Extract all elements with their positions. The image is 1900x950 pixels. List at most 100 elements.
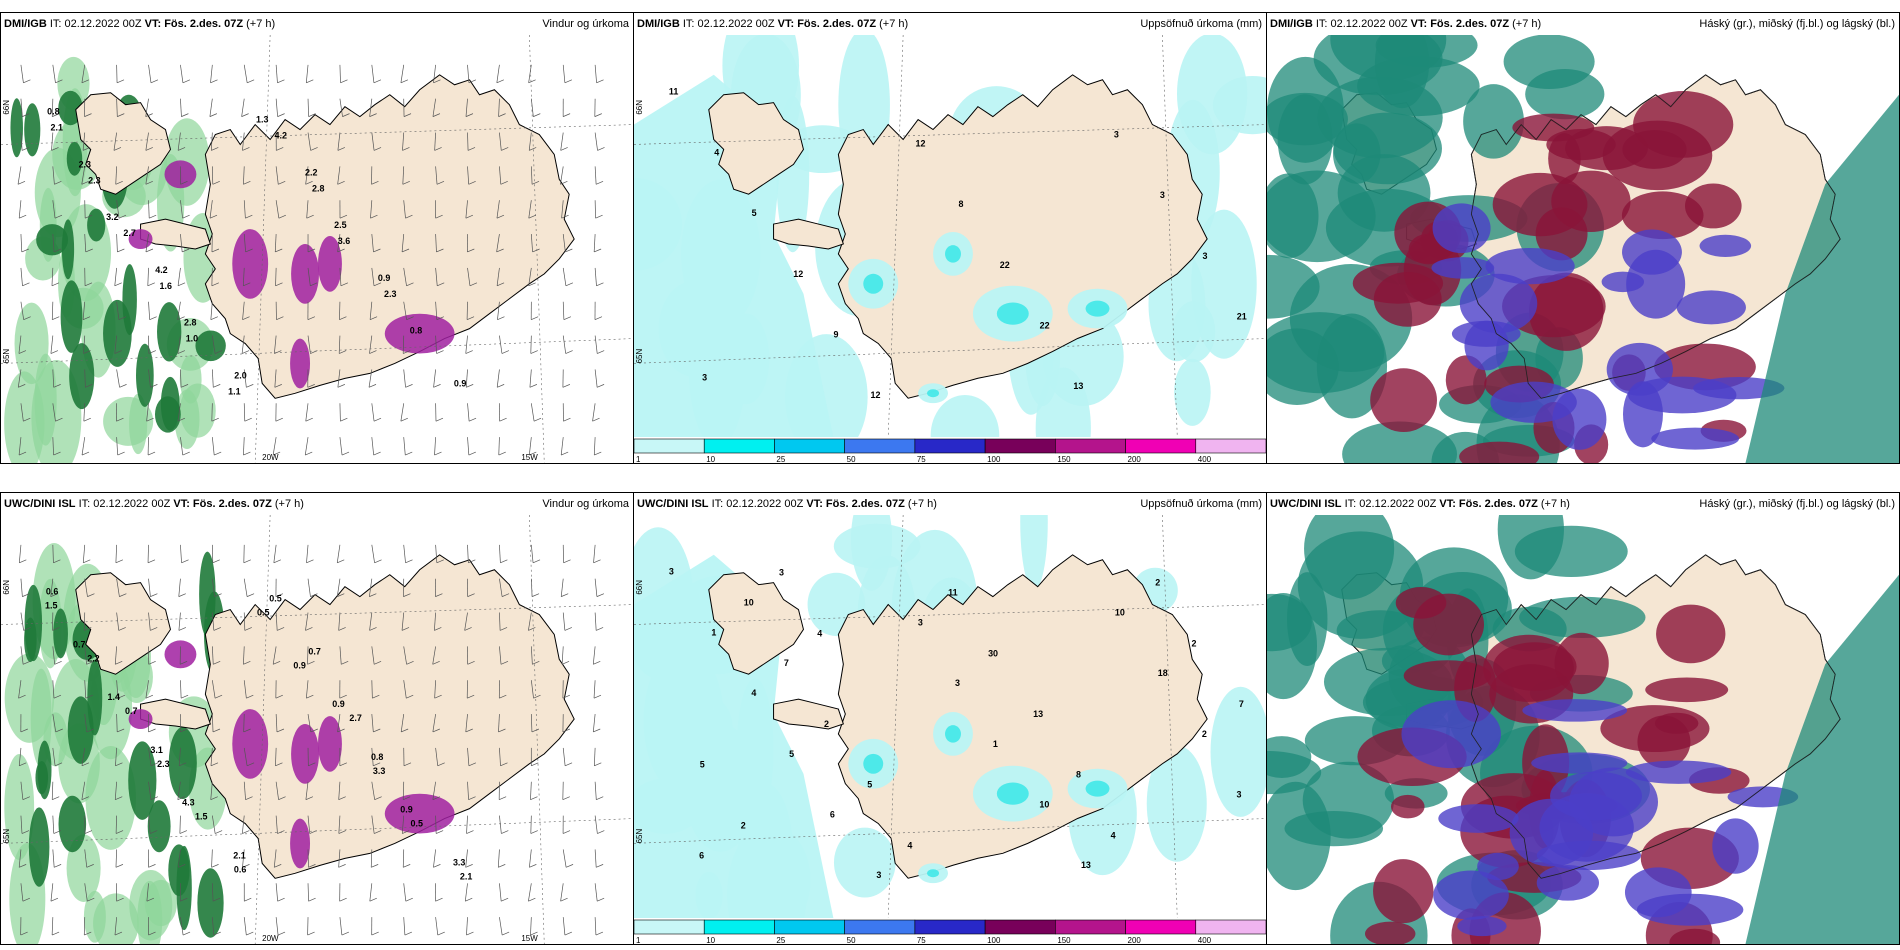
- axis-label: 65N: [2, 349, 11, 364]
- precip-area: [290, 338, 311, 389]
- precip-area: [199, 551, 216, 638]
- init-time: IT: 02.12.2022 00Z: [78, 498, 171, 510]
- colorbar-tick: 150: [1057, 936, 1071, 944]
- map-area: [1267, 35, 1899, 463]
- vt-label: VT:: [806, 498, 823, 510]
- precip-value: 4: [907, 840, 912, 850]
- precip-value: 2.3: [79, 159, 91, 169]
- colorbar-tick: 10: [706, 455, 715, 463]
- precip-value: 2.1: [460, 871, 472, 881]
- product-title: Vindur og úrkoma: [542, 498, 629, 510]
- graticule: [1, 515, 633, 944]
- mid-cloud: [1676, 290, 1746, 325]
- precip-value: 2.7: [349, 713, 361, 723]
- high-cloud: [1302, 761, 1395, 839]
- colorbar-tick: 1: [636, 936, 641, 944]
- precip-area: [232, 709, 269, 779]
- precip-area: [996, 782, 1029, 805]
- high-cloud: [1267, 170, 1376, 263]
- colorbar-tick: 50: [847, 455, 856, 463]
- colorbar-tick: 400: [1198, 455, 1212, 463]
- precip-value: 1.1: [228, 386, 240, 396]
- high-cloud: [1514, 525, 1628, 577]
- colorbar-tick: 25: [776, 455, 785, 463]
- model-name: UWC/DINI ISL: [1270, 498, 1342, 510]
- precip-value: 3.2: [106, 212, 118, 222]
- precip-value: 1.4: [108, 692, 120, 702]
- precip-colorbar: 1 10 25 50 75 100 150 200 400: [634, 437, 1266, 463]
- precip-value: 12: [793, 269, 803, 279]
- low-cloud: [1445, 355, 1487, 405]
- colorbar-swatch: [1195, 438, 1266, 454]
- precip-value: 5: [867, 780, 872, 790]
- precip-value: 7: [784, 658, 789, 668]
- precip-area: [863, 753, 884, 774]
- mid-cloud: [1431, 257, 1495, 279]
- panel-header: UWC/DINI ISL IT: 02.12.2022 00Z VT: Fös.…: [1267, 493, 1899, 515]
- low-cloud: [1685, 183, 1742, 229]
- iceland-landmass: [75, 74, 575, 399]
- colorbar-tick: 150: [1057, 455, 1071, 463]
- precip-value: 3: [1237, 790, 1242, 800]
- low-cloud: [1492, 172, 1588, 237]
- precip-value: 0.9: [378, 273, 390, 283]
- high-cloud-band: [1745, 574, 1899, 944]
- map-area: [1267, 515, 1899, 944]
- precip-value: 2.3: [88, 175, 100, 185]
- precip-value: 2.1: [233, 850, 245, 860]
- precip-value: 0.7: [73, 639, 85, 649]
- precip-value: 1.0: [186, 334, 198, 344]
- axis-labels: 66N 65N 20W 15W: [2, 100, 538, 462]
- precip-value: 3: [1160, 190, 1165, 200]
- precip-colorbar: 1 10 25 50 75 100 150 200 400: [634, 918, 1266, 944]
- precip-value: 0.9: [332, 699, 344, 709]
- mid-cloud: [1438, 804, 1519, 833]
- precip-value: 5: [700, 760, 705, 770]
- product-title: Uppsöfnuð úrkoma (mm): [1140, 498, 1262, 510]
- precip-area: [945, 725, 961, 743]
- precip-value: 9: [833, 330, 838, 340]
- axis-label: 15W: [521, 934, 538, 943]
- high-cloud: [1342, 421, 1458, 463]
- precip-value: 2.2: [305, 167, 317, 177]
- low-cloud: [1512, 113, 1595, 142]
- map-area: 3 1 4 5 6 3 3 3 1 10 13 10 18 2 3 6 10 7 2 5 4 11 30 13 8 4 2 2 7 5 2 3…: [634, 515, 1266, 918]
- cloud-shading: [1267, 515, 1899, 944]
- precip-area: [129, 393, 148, 455]
- graticule: [634, 35, 1266, 437]
- precip-value: 2.7: [123, 228, 135, 238]
- panel-header: DMI/IGB IT: 02.12.2022 00Z VT: Fös. 2.de…: [1267, 13, 1899, 35]
- product-title: Vindur og úrkoma: [542, 18, 629, 30]
- init-time: IT: 02.12.2022 00Z: [1344, 498, 1437, 510]
- valid-time: Fös. 2.des. 07Z: [797, 18, 877, 30]
- precip-value: 12: [870, 390, 880, 400]
- high-cloud-band: [1745, 94, 1899, 463]
- valid-time: Fös. 2.des. 07Z: [164, 18, 244, 30]
- precip-area: [147, 800, 171, 853]
- precip-area: [36, 224, 69, 256]
- precip-area: [384, 313, 455, 354]
- axis-labels: 66N 65N 20W 15W: [2, 580, 538, 943]
- model-name: DMI/IGB: [637, 18, 680, 30]
- precip-value: 0.9: [454, 378, 466, 388]
- precip-area: [128, 709, 153, 730]
- precip-area: [37, 740, 52, 800]
- map-panel-wind-dmi: DMI/IGB IT: 02.12.2022 00Z VT: Fös. 2.de…: [0, 12, 634, 464]
- precip-value: 1.3: [256, 115, 268, 125]
- precip-area: [317, 716, 342, 772]
- mid-cloud: [1625, 760, 1732, 784]
- precip-area: [144, 879, 178, 927]
- precip-value: 2.0: [234, 370, 246, 380]
- mid-cloud: [1651, 427, 1740, 450]
- precip-value: 0.7: [125, 706, 137, 716]
- low-cloud: [1483, 634, 1574, 702]
- precip-value: 13: [1081, 860, 1091, 870]
- precip-value: 1: [711, 627, 716, 637]
- precip-value-labels: 11 4 5 12 9 12 12 8 22 22 13 3 3 3 21 3: [669, 87, 1247, 400]
- precip-value-labels: 0.60.71.43.14.32.10.50.70.90.80.93.31.52…: [45, 587, 472, 882]
- precip-value: 4: [714, 147, 719, 157]
- product-title: Uppsöfnuð úrkoma (mm): [1140, 18, 1262, 30]
- precip-value: 6: [830, 810, 835, 820]
- precip-value: 1: [993, 739, 998, 749]
- panel-header: DMI/IGB IT: 02.12.2022 00Z VT: Fös. 2.de…: [1, 13, 633, 35]
